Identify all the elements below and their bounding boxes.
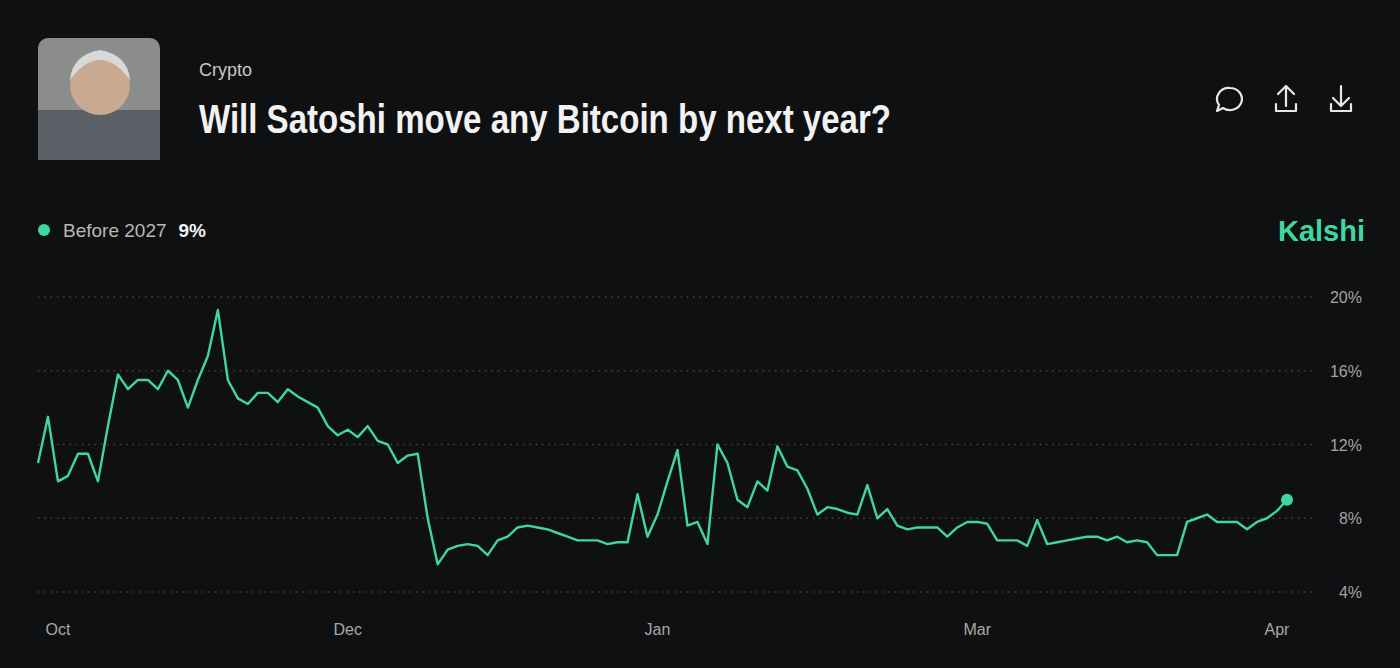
legend-label: Before 2027 xyxy=(63,220,167,241)
brand-logo: Kalshi xyxy=(1278,215,1365,247)
y-tick-label: 20% xyxy=(1330,289,1362,306)
grid-line xyxy=(38,444,1315,445)
x-tick-label: Apr xyxy=(1265,621,1291,638)
plot-area xyxy=(38,310,1293,564)
chart-title: Will Satoshi move any Bitcoin by next ye… xyxy=(199,97,891,141)
x-tick-label: Oct xyxy=(46,621,71,638)
toolbar xyxy=(1217,86,1351,111)
grid-line xyxy=(38,296,1315,297)
legend-swatch xyxy=(38,224,50,236)
legend-value: 9% xyxy=(179,220,207,241)
category-label: Crypto xyxy=(199,60,252,80)
background xyxy=(0,0,1400,668)
thumbnail-frame xyxy=(38,38,160,160)
grid-line xyxy=(38,518,1315,519)
x-tick-label: Jan xyxy=(645,621,671,638)
grid xyxy=(38,297,1315,592)
end-point xyxy=(1281,494,1293,506)
thumbnail xyxy=(38,38,160,160)
y-tick-label: 4% xyxy=(1339,584,1362,601)
share-icon[interactable] xyxy=(1276,86,1296,111)
grid-line xyxy=(38,370,1315,371)
download-icon[interactable] xyxy=(1331,86,1351,111)
chart-root: Crypto Will Satoshi move any Bitcoin by n… xyxy=(0,0,1400,668)
grid-line xyxy=(38,591,1315,592)
thumbnail-body xyxy=(38,110,160,160)
y-tick-label: 16% xyxy=(1330,363,1362,380)
series-line xyxy=(38,310,1287,564)
y-tick-label: 12% xyxy=(1330,437,1362,454)
legend: Before 2027 9% xyxy=(38,220,206,241)
y-tick-label: 8% xyxy=(1339,510,1362,527)
thumbnail-hair xyxy=(70,50,130,80)
comment-icon[interactable] xyxy=(1217,88,1242,111)
x-tick-label: Dec xyxy=(334,621,362,638)
x-tick-label: Mar xyxy=(963,621,991,638)
